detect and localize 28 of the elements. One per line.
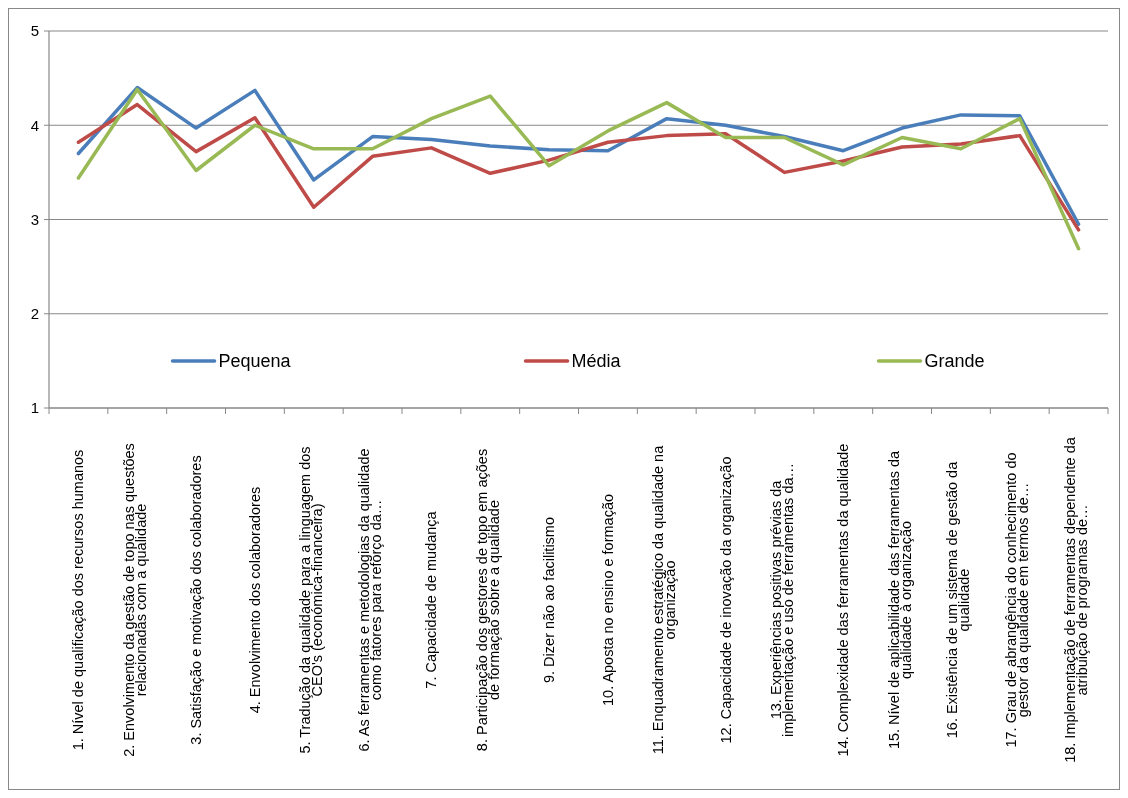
line-series — [76, 87, 1081, 251]
x-tick-label: 2. Envolvimento da gestão de topo nas questões relacionadas com a qualidade — [120, 443, 149, 757]
x-tick-label: 14. Complexidade das ferramentas da qualidade — [835, 443, 852, 757]
legend-label: Grande — [924, 351, 985, 372]
x-tick-label: 12. Capacidade de inovação da organização — [717, 456, 734, 744]
x-tick-label: 6. As ferramentas e metodologias da qualidade como fatores para reforço da… — [356, 448, 385, 752]
x-tick-label: 5. Tradução da qualidade para a linguagem dos CEO's (económica-financeira) — [297, 446, 326, 754]
x-tick-label: 18. Implementação de ferramentas dependente da atribuição de programas de… — [1062, 436, 1091, 763]
x-tick-label: 8. Participação dos gestores de topo em ações de formação sobre a qualidade — [473, 448, 502, 752]
x-tick-label: 13. Experiências positivas prévias da implementação e uso de ferramentas da… — [767, 462, 796, 738]
x-tick-label: 7. Capacidade de mudança — [423, 510, 440, 689]
x-tick-label: 15. Nível de aplicabilidade das ferramentas da qualidade à organização — [885, 449, 914, 750]
x-tick-label: 3. Satisfação e motivação dos colaboradores — [188, 455, 205, 745]
x-tick-label: 9. Dizer não ao facilitismo — [541, 516, 558, 684]
line-series — [76, 85, 1081, 226]
y-tick-label: 2 — [30, 305, 39, 322]
x-tick-label: 1. Nível de qualificação dos recursos humanos — [70, 449, 87, 751]
y-tick-label: 3 — [30, 210, 39, 228]
x-tick-label: 17. Grau de abrangência do conhecimento do gestor da qualidade em termos de… — [1003, 452, 1032, 748]
x-tick-label: 11. Enquadramento estratégico da qualidade na organização — [650, 444, 679, 755]
y-tick-label: 5 — [30, 22, 39, 40]
legend-label: Pequena — [218, 351, 292, 372]
x-tick-label: 10. Aposta no ensino e formação — [599, 493, 616, 707]
x-tick-label: 4. Envolvimento dos colaboradores — [246, 486, 263, 714]
y-tick-label: 4 — [30, 116, 39, 134]
y-tick-label: 1 — [30, 399, 39, 417]
x-tick-label: 16. Existência de um sistema de gestão da qualidade — [944, 460, 973, 739]
legend-label: Média — [571, 351, 622, 372]
